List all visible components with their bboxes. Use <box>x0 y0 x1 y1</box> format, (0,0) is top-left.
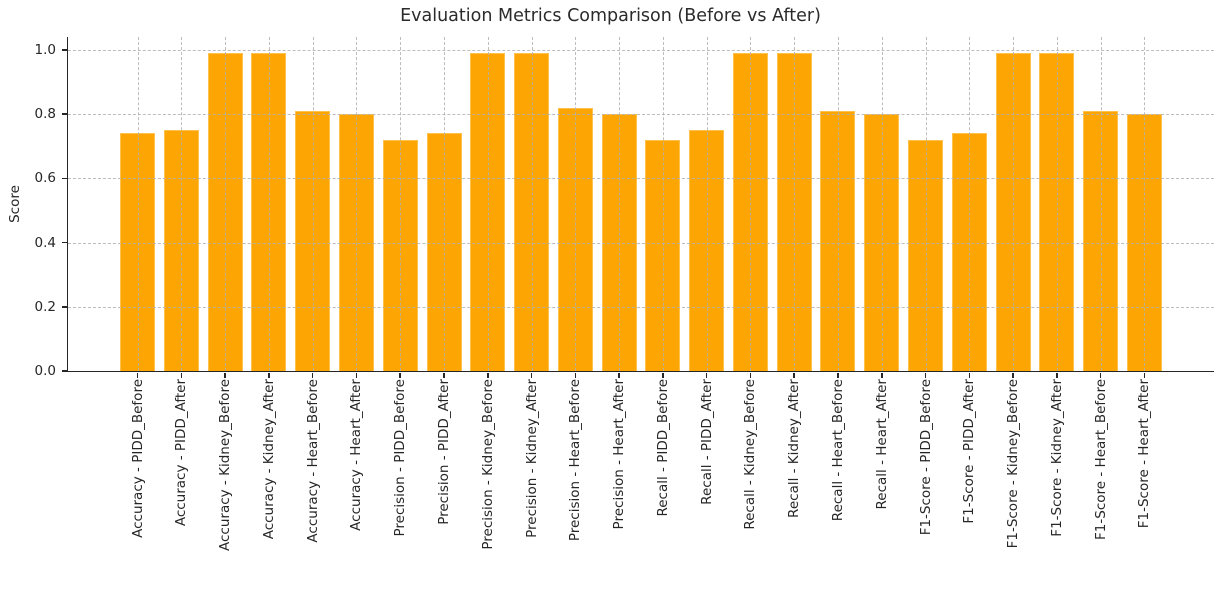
y-axis-label: Score <box>7 185 23 223</box>
y-tick-mark <box>61 177 67 180</box>
x-tick-label: Precision - Heart_After <box>611 379 628 530</box>
x-tick-label: Precision - Kidney_After <box>523 379 540 538</box>
x-tick-mark <box>487 372 489 378</box>
y-tick-mark <box>61 49 67 51</box>
x-gridline <box>400 37 402 371</box>
x-tick-mark <box>618 372 620 378</box>
x-tick-label: Recall - PIDD_Before <box>654 379 671 517</box>
x-tick-label: F1-Score - PIDD_Before <box>917 379 934 536</box>
x-tick-mark <box>1012 372 1014 378</box>
x-gridline <box>356 37 358 371</box>
y-gridline <box>68 178 1214 180</box>
chart-title: Evaluation Metrics Comparison (Before vs… <box>400 6 821 26</box>
x-tick-label: F1-Score - Heart_Before <box>1092 379 1109 540</box>
y-gridline <box>68 114 1214 116</box>
x-tick-mark <box>574 372 577 378</box>
x-tick-mark <box>968 372 971 378</box>
x-tick-mark <box>881 372 883 378</box>
x-tick-mark <box>399 372 401 378</box>
x-tick-label: Recall - Kidney_Before <box>742 379 759 530</box>
x-tick-mark <box>662 372 664 378</box>
x-tick-mark <box>924 372 927 378</box>
x-tick-label: F1-Score - Kidney_After <box>1048 379 1065 537</box>
y-tick-mark <box>61 306 67 308</box>
x-gridline <box>181 37 183 371</box>
x-gridline <box>794 37 796 371</box>
x-tick-label: F1-Score - Kidney_Before <box>1005 379 1022 549</box>
x-tick-mark <box>136 372 139 378</box>
x-tick-label: Accuracy - Heart_After <box>348 379 365 531</box>
x-tick-label: Precision - PIDD_After <box>436 379 453 525</box>
x-tick-label: Accuracy - Kidney_Before <box>217 379 234 551</box>
x-gridline <box>1056 37 1058 371</box>
x-gridline <box>881 37 883 371</box>
x-tick-mark <box>837 372 839 378</box>
x-tick-mark <box>1143 372 1146 378</box>
x-gridline <box>225 37 227 371</box>
x-tick-mark <box>793 372 795 378</box>
x-tick-label: Recall - Kidney_After <box>786 379 803 518</box>
y-gridline <box>68 242 1214 244</box>
x-tick-label: Precision - Heart_Before <box>567 379 584 542</box>
y-tick-label: 0.4 <box>34 234 56 251</box>
x-tick-label: F1-Score - Heart_After <box>1136 379 1153 529</box>
x-gridline <box>137 37 139 371</box>
x-tick-mark <box>180 372 183 378</box>
x-tick-mark <box>268 372 270 378</box>
y-tick-label: 0.2 <box>34 298 56 315</box>
x-tick-mark <box>705 372 708 378</box>
y-tick-mark <box>61 370 67 372</box>
x-gridline <box>662 37 664 371</box>
x-gridline <box>1100 37 1102 371</box>
x-tick-label: Recall - Heart_After <box>873 379 890 510</box>
x-gridline <box>969 37 971 371</box>
y-tick-label: 0.0 <box>34 363 56 379</box>
y-tick-mark <box>61 241 67 244</box>
x-tick-label: F1-Score - PIDD_After <box>961 379 978 524</box>
x-gridline <box>575 37 577 371</box>
x-gridline <box>312 37 314 371</box>
y-gridline <box>68 49 1214 51</box>
x-tick-mark <box>443 372 445 378</box>
x-tick-label: Accuracy - Heart_Before <box>304 379 321 543</box>
x-tick-mark <box>1099 372 1102 378</box>
x-gridline <box>268 37 270 371</box>
x-gridline <box>487 37 489 371</box>
y-tick-mark <box>61 113 67 115</box>
x-tick-label: Precision - PIDD_Before <box>392 379 409 537</box>
x-tick-label: Recall - Heart_Before <box>829 379 846 522</box>
x-tick-label: Accuracy - Kidney_After <box>260 379 277 540</box>
x-tick-label: Accuracy - PIDD_After <box>173 379 190 527</box>
x-gridline <box>619 37 621 371</box>
x-gridline <box>444 37 446 371</box>
x-gridline <box>750 37 752 371</box>
x-gridline <box>706 37 708 371</box>
x-tick-mark <box>530 372 533 378</box>
x-tick-mark <box>1056 372 1058 378</box>
x-tick-mark <box>224 372 226 378</box>
x-tick-mark <box>311 372 314 378</box>
x-tick-label: Accuracy - PIDD_Before <box>129 379 146 538</box>
x-gridline <box>1013 37 1015 371</box>
x-tick-label: Recall - PIDD_After <box>698 379 715 505</box>
y-tick-label: 0.6 <box>34 170 56 187</box>
x-gridline <box>837 37 839 371</box>
y-gridline <box>68 306 1214 308</box>
plot-area: 0.0 0.2 0.4 0.6 0.8 1.0 Accuracy - PIDD_Before… <box>35 37 1214 551</box>
x-tick-label: Precision - Kidney_Before <box>479 379 496 550</box>
x-gridline <box>1144 37 1146 371</box>
y-tick-label: 0.8 <box>34 106 56 123</box>
x-gridline <box>925 37 927 371</box>
x-tick-mark <box>355 372 358 378</box>
y-tick-label: 1.0 <box>34 41 56 58</box>
x-gridline <box>531 37 533 371</box>
x-tick-mark <box>749 372 752 378</box>
